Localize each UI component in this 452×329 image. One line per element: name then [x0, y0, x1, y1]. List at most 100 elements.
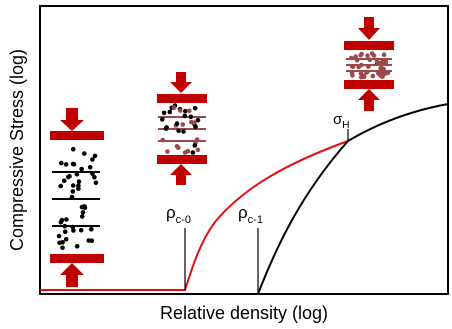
particle-dot — [380, 74, 385, 80]
particle-dot — [171, 105, 177, 110]
particle-dot — [378, 65, 383, 71]
particle-dot — [354, 57, 360, 63]
particle-dot — [79, 166, 84, 172]
bottom-arrow-icon — [358, 89, 380, 111]
top-plate — [50, 131, 104, 140]
svg-text:ρc-0: ρc-0 — [166, 203, 191, 226]
particle-dot — [56, 233, 62, 239]
particle-dot — [161, 110, 167, 116]
particle-dot — [385, 70, 391, 75]
particle-dot — [180, 122, 186, 127]
particle-dot — [86, 238, 91, 243]
particle-dot — [349, 55, 354, 61]
particle-dot — [164, 125, 169, 130]
particle-dot — [64, 217, 69, 222]
particle-dot — [183, 108, 188, 114]
black-curve — [257, 103, 449, 295]
particle-dot — [87, 165, 93, 170]
fully-compressed-inset — [344, 17, 394, 111]
particle-dot — [195, 147, 201, 153]
particle-dot — [62, 178, 67, 183]
red-curve — [40, 140, 349, 291]
particle-dot — [188, 114, 194, 120]
particle-dot — [76, 179, 82, 184]
particle-dot — [70, 224, 76, 230]
top-plate — [157, 94, 207, 103]
particle-dot — [174, 121, 180, 126]
particle-dot — [69, 194, 75, 200]
particle-dot — [62, 223, 68, 229]
particle-dot — [70, 146, 76, 152]
x-axis-label: Relative density (log) — [160, 303, 328, 323]
particle-dot — [58, 183, 63, 189]
particle-dot — [79, 214, 85, 219]
particle-dot — [59, 160, 64, 166]
particle-dot — [82, 151, 87, 156]
particle-dot — [160, 117, 165, 122]
particle-dot — [74, 171, 80, 177]
particle-dot — [57, 240, 62, 246]
top-arrow-icon — [358, 17, 380, 40]
particle-dot — [190, 150, 196, 155]
particle-dot — [192, 143, 198, 148]
particle-dot — [174, 144, 180, 149]
bottom-arrow-icon — [170, 164, 192, 185]
particle-dot — [350, 64, 356, 70]
particle-dot — [60, 245, 65, 250]
top-arrow-icon — [170, 72, 192, 93]
top-arrow-icon — [60, 108, 84, 131]
particle-dot — [177, 108, 183, 113]
particle-dot — [194, 137, 200, 142]
particle-dot — [62, 229, 68, 234]
particle-dot — [193, 124, 198, 130]
particle-dot — [192, 120, 197, 125]
particle-dot — [195, 117, 201, 123]
particle-dot — [367, 57, 373, 63]
particle-dot — [359, 62, 364, 68]
particle-dot — [90, 157, 95, 162]
particle-dot — [92, 153, 98, 159]
particle-dot — [377, 60, 383, 66]
svg-text:σH: σH — [333, 111, 350, 131]
particle-dot — [176, 128, 181, 134]
particle-dot — [366, 64, 371, 69]
particle-dot — [181, 129, 186, 134]
top-plate — [344, 41, 394, 50]
particle-cluster — [349, 51, 391, 80]
particle-dot — [92, 174, 97, 180]
particle-dot — [358, 74, 364, 80]
particle-dot — [349, 70, 355, 75]
particle-dot — [358, 52, 364, 58]
particle-dot — [70, 183, 76, 188]
particle-dot — [165, 149, 170, 154]
svg-text:ρc-1: ρc-1 — [238, 203, 263, 226]
particle-dot — [364, 70, 369, 75]
loose-stack-inset — [50, 108, 104, 287]
particle-cluster — [56, 146, 99, 250]
rho-c0-annotation: ρc-0 — [166, 203, 191, 226]
particle-cluster — [160, 103, 201, 155]
particle-dot — [182, 113, 188, 119]
plot-frame — [39, 5, 449, 295]
particle-dot — [71, 228, 76, 233]
sigma-h-annotation: σH — [333, 111, 350, 131]
particle-dot — [187, 108, 192, 114]
bottom-plate — [50, 254, 104, 263]
particle-dot — [74, 244, 80, 249]
particle-dot — [63, 162, 69, 167]
particle-dot — [93, 180, 99, 185]
particle-dot — [63, 237, 69, 242]
particle-dot — [365, 53, 370, 58]
particle-dot — [71, 162, 77, 167]
particle-dot — [80, 210, 86, 215]
y-axis-label: Compressive Stress (log) — [7, 49, 27, 251]
particle-dot — [82, 204, 87, 209]
particle-dot — [76, 186, 81, 191]
particle-dot — [70, 189, 76, 194]
particle-dot — [370, 73, 376, 79]
particle-dot — [185, 148, 191, 154]
particle-dot — [90, 171, 95, 176]
particle-dot — [78, 227, 84, 233]
particle-dot — [192, 106, 198, 111]
